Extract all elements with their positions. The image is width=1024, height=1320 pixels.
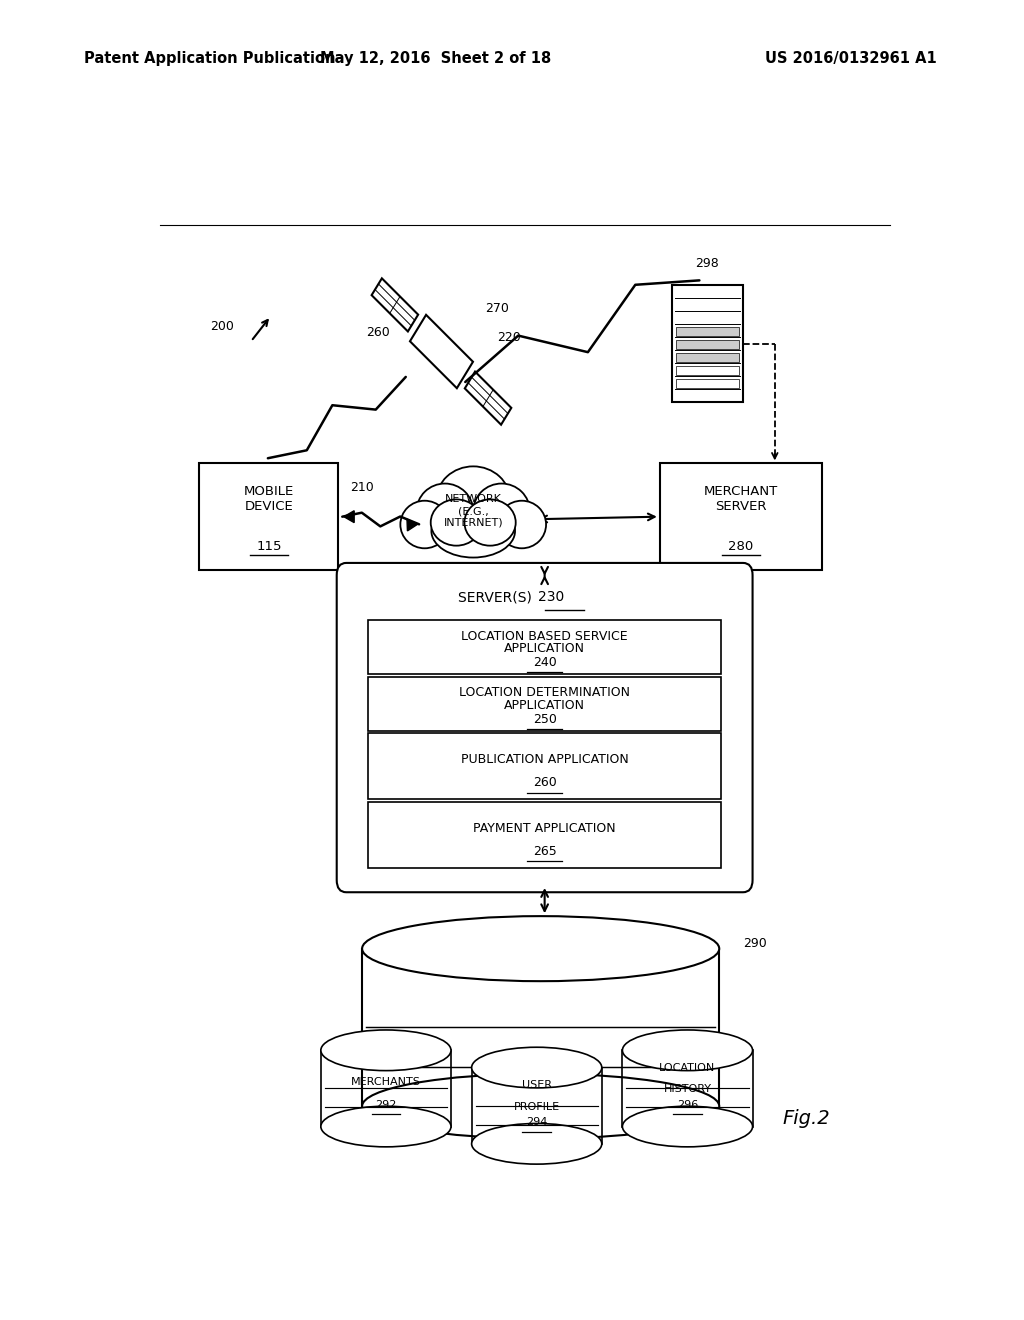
Bar	[676, 366, 739, 375]
Bar	[410, 315, 473, 388]
Text: 296: 296	[677, 1100, 698, 1110]
Bar	[465, 371, 511, 425]
Text: MERCHANTS: MERCHANTS	[351, 1077, 421, 1088]
Text: 230: 230	[539, 590, 564, 605]
Bar	[369, 620, 721, 675]
Ellipse shape	[362, 916, 719, 981]
Bar	[676, 326, 739, 337]
Text: 220: 220	[497, 331, 521, 345]
Text: MERCHANT
SERVER: MERCHANT SERVER	[703, 484, 778, 512]
Ellipse shape	[465, 499, 516, 545]
Ellipse shape	[472, 1047, 602, 1088]
Text: HISTORY: HISTORY	[664, 1085, 712, 1094]
Text: 294: 294	[526, 1118, 548, 1127]
Text: Patent Application Publication: Patent Application Publication	[84, 50, 336, 66]
Bar	[200, 463, 338, 570]
Ellipse shape	[473, 483, 529, 539]
Text: PAYMENT APPLICATION: PAYMENT APPLICATION	[473, 821, 616, 834]
Ellipse shape	[400, 500, 449, 548]
Text: 200: 200	[210, 319, 233, 333]
Ellipse shape	[498, 500, 546, 548]
Text: PROFILE: PROFILE	[514, 1102, 560, 1111]
Polygon shape	[344, 511, 354, 523]
Polygon shape	[407, 519, 418, 531]
Text: 260: 260	[367, 326, 390, 339]
Text: MOBILE
DEVICE: MOBILE DEVICE	[244, 484, 294, 512]
Text: 292: 292	[375, 1100, 396, 1110]
Ellipse shape	[362, 1073, 719, 1139]
Text: 250: 250	[532, 713, 557, 726]
Ellipse shape	[436, 466, 510, 535]
Ellipse shape	[321, 1106, 451, 1147]
Ellipse shape	[417, 483, 473, 539]
Text: 290: 290	[743, 937, 767, 950]
Text: 115: 115	[256, 540, 282, 553]
Text: 240: 240	[532, 656, 556, 669]
Text: NETWORK
(E.G.,
INTERNET): NETWORK (E.G., INTERNET)	[443, 495, 503, 528]
Bar	[369, 734, 721, 800]
Text: USER: USER	[521, 1080, 552, 1090]
Text: APPLICATION: APPLICATION	[504, 642, 585, 655]
Ellipse shape	[431, 499, 482, 545]
Text: APPLICATION: APPLICATION	[504, 698, 585, 711]
Text: 265: 265	[532, 845, 556, 858]
Bar	[676, 379, 739, 388]
Text: Fig.2: Fig.2	[782, 1109, 830, 1129]
Text: US 2016/0132961 A1: US 2016/0132961 A1	[765, 50, 937, 66]
Bar	[369, 801, 721, 867]
Bar	[676, 352, 739, 363]
Bar	[672, 285, 743, 403]
Ellipse shape	[321, 1030, 451, 1071]
Text: PUBLICATION APPLICATION: PUBLICATION APPLICATION	[461, 754, 629, 767]
Text: SERVER(S): SERVER(S)	[459, 590, 537, 605]
Text: LOCATION DETERMINATION: LOCATION DETERMINATION	[459, 686, 630, 700]
Bar	[369, 677, 721, 731]
Text: 260: 260	[532, 776, 556, 789]
FancyBboxPatch shape	[337, 562, 753, 892]
Text: 270: 270	[485, 302, 509, 315]
Bar	[372, 279, 418, 331]
Text: 298: 298	[695, 257, 719, 271]
Text: 280: 280	[728, 540, 754, 553]
Ellipse shape	[623, 1030, 753, 1071]
Text: LOCATION: LOCATION	[659, 1063, 716, 1073]
Text: 210: 210	[350, 482, 374, 494]
Bar	[676, 339, 739, 350]
Bar	[659, 463, 822, 570]
Ellipse shape	[431, 504, 515, 557]
Text: LOCATION BASED SERVICE: LOCATION BASED SERVICE	[462, 630, 628, 643]
Text: May 12, 2016  Sheet 2 of 18: May 12, 2016 Sheet 2 of 18	[319, 50, 551, 66]
Ellipse shape	[623, 1106, 753, 1147]
Ellipse shape	[472, 1123, 602, 1164]
